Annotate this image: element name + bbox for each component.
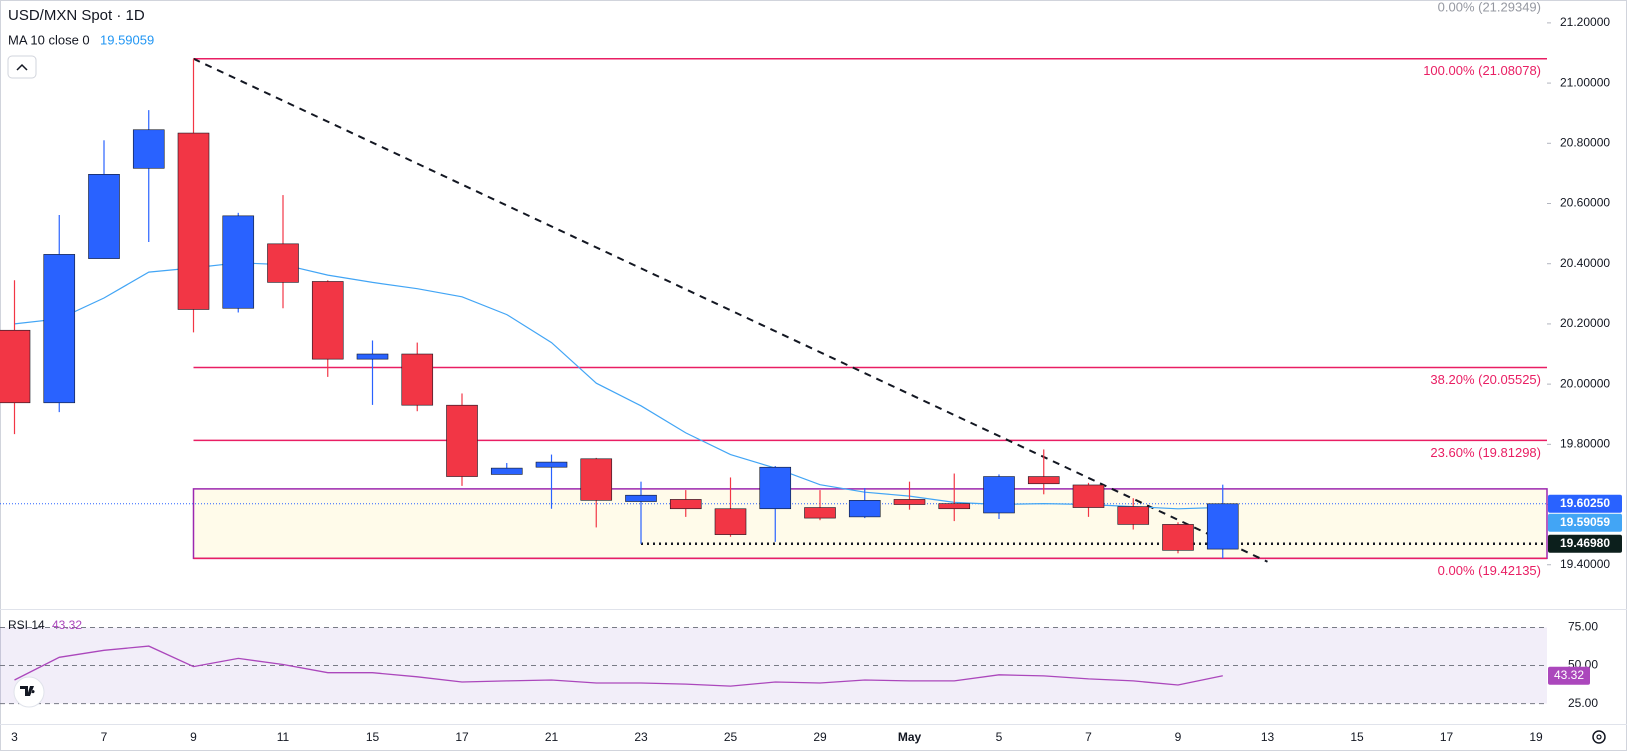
- x-tick-label: 17: [455, 730, 469, 744]
- collapse-button-box[interactable]: [7, 55, 37, 79]
- candle-body: [311, 281, 344, 360]
- candle-body: [848, 500, 881, 518]
- candle-body: [759, 466, 792, 510]
- fib-label: 100.00% (21.08078): [1423, 63, 1541, 78]
- range-box: [192, 488, 1548, 560]
- candle-body: [893, 499, 926, 505]
- y-tick-label: 20.60000: [1560, 196, 1610, 210]
- x-tick-label: 5: [996, 730, 1003, 744]
- x-tick-label: 9: [1175, 730, 1182, 744]
- x-tick-label: 19: [1529, 730, 1543, 744]
- x-tick-label: 21: [545, 730, 559, 744]
- candle-body: [669, 499, 702, 510]
- price-axis-label-bg: [1548, 494, 1622, 513]
- y-tick-label: 20.40000: [1560, 256, 1610, 270]
- rsi-axis-label-bg: [1548, 666, 1590, 685]
- candle-body: [222, 215, 255, 309]
- x-tick-label: May: [898, 730, 922, 744]
- candle-body: [0, 329, 31, 404]
- candle-body: [1206, 503, 1239, 550]
- y-tick-label: 20.80000: [1560, 135, 1610, 149]
- rsi-legend: RSI 14: [8, 618, 45, 632]
- rsi-legend-value: 43.32: [52, 618, 82, 632]
- x-tick-label: 11: [277, 730, 290, 744]
- trendline: [193, 57, 1268, 563]
- collapse-button[interactable]: [7, 55, 37, 79]
- price-axis-label: 19.60250: [1560, 496, 1610, 510]
- fib-label: 23.60% (19.81298): [1430, 445, 1541, 460]
- candle-body: [1117, 506, 1150, 525]
- fib-label: 38.20% (20.05525): [1430, 372, 1541, 387]
- ma-legend: MA 10 close 0: [8, 32, 90, 47]
- rsi-line: [14, 645, 1223, 687]
- y-tick-label: 19.80000: [1560, 437, 1610, 451]
- rsi-tick-label: 25.00: [1568, 696, 1598, 710]
- candle-body: [356, 353, 389, 360]
- rsi-axis-label: 43.32: [1554, 668, 1584, 682]
- rsi-tick-label: 75.00: [1568, 620, 1598, 634]
- fib-label: 0.00% (19.42135): [1438, 563, 1541, 578]
- candle-body: [580, 458, 613, 501]
- candle-body: [625, 494, 657, 502]
- candle-body: [88, 174, 120, 259]
- price-axis-label-bg: [1548, 534, 1622, 553]
- settings-button[interactable]: [1592, 730, 1606, 744]
- x-tick-label: 23: [634, 730, 648, 744]
- candle-body: [132, 129, 165, 169]
- x-tick-label: 7: [1085, 730, 1092, 744]
- candle-body: [490, 467, 523, 475]
- x-tick-label: 7: [101, 730, 108, 744]
- price-axis-label-bg: [1548, 513, 1622, 532]
- collapse-icon[interactable]: [16, 63, 28, 71]
- logo[interactable]: [13, 676, 45, 708]
- x-tick-label: 17: [1440, 730, 1454, 744]
- fib-top-label: 0.00% (21.29349): [1438, 0, 1541, 14]
- x-tick-label: 13: [1261, 730, 1275, 744]
- x-tick-label: 9: [190, 730, 197, 744]
- y-tick-label: 20.20000: [1560, 316, 1610, 330]
- price-axis-label: 19.46980: [1560, 536, 1610, 550]
- x-tick-label: 29: [813, 730, 827, 744]
- candle-body: [804, 507, 836, 519]
- y-tick-label: 19.40000: [1560, 557, 1610, 571]
- candle-body: [938, 503, 971, 510]
- y-tick-label: 20.00000: [1560, 376, 1610, 390]
- candle-body: [267, 243, 299, 283]
- candle-body: [43, 254, 76, 404]
- candle-body: [401, 353, 434, 406]
- symbol-title: USD/MXN Spot · 1D: [8, 7, 145, 24]
- price-axis-label: 19.59059: [1560, 515, 1610, 529]
- candle-body: [1072, 484, 1105, 508]
- settings-gear[interactable]: [1592, 730, 1606, 744]
- x-tick-label: 15: [366, 730, 380, 744]
- candle-body: [177, 132, 210, 310]
- candle-body: [535, 461, 568, 468]
- y-tick-label: 21.20000: [1560, 15, 1610, 29]
- candle-body: [1027, 476, 1060, 485]
- ma-line: [14, 262, 1223, 510]
- candle-body: [1162, 524, 1194, 551]
- candle-body: [983, 476, 1015, 514]
- x-tick-label: 15: [1350, 730, 1364, 744]
- logo-mark[interactable]: [20, 686, 35, 696]
- settings-gear-hub[interactable]: [1596, 734, 1602, 740]
- ma-legend-value: 19.59059: [100, 32, 154, 47]
- y-tick-label: 21.00000: [1560, 75, 1610, 89]
- x-tick-label: 3: [11, 730, 18, 744]
- x-tick-label: 25: [724, 730, 738, 744]
- candle-body: [714, 508, 747, 535]
- candle-body: [446, 404, 478, 477]
